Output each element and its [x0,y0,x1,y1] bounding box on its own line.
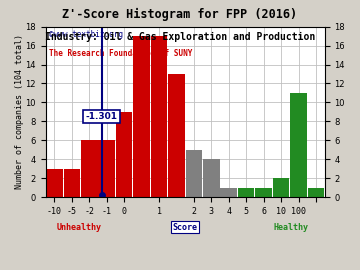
Bar [46,169,63,197]
Bar [133,36,150,197]
Bar [81,140,98,197]
Bar [116,112,132,197]
Text: Z'-Score Histogram for FPP (2016): Z'-Score Histogram for FPP (2016) [62,8,298,21]
Bar [308,188,324,197]
Text: -1.301: -1.301 [86,112,117,121]
Bar [99,140,115,197]
Text: Unhealthy: Unhealthy [57,223,102,232]
Bar [151,36,167,197]
Y-axis label: Number of companies (104 total): Number of companies (104 total) [15,35,24,190]
Bar [186,150,202,197]
Bar [168,74,185,197]
Bar [203,159,220,197]
Bar [273,178,289,197]
Bar [290,93,307,197]
Text: Industry: Oil & Gas Exploration and Production: Industry: Oil & Gas Exploration and Prod… [45,32,315,42]
Text: The Research Foundation of SUNY: The Research Foundation of SUNY [49,49,192,58]
Bar [238,188,255,197]
Bar [64,169,80,197]
Bar [255,188,272,197]
Text: Healthy: Healthy [274,223,309,232]
Text: Score: Score [173,223,198,232]
Text: ©www.textbiz.org: ©www.textbiz.org [49,30,122,39]
Bar [220,188,237,197]
